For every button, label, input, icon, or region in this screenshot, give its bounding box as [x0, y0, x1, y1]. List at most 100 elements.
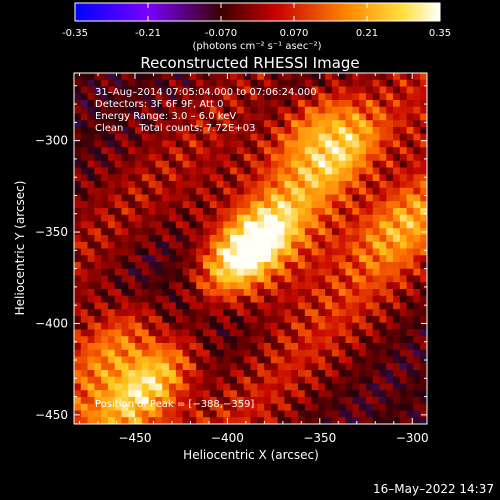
heatmap-cell — [80, 370, 89, 378]
heatmap-cell — [250, 133, 258, 142]
heatmap-cell — [406, 147, 415, 155]
heatmap-cell — [318, 93, 326, 101]
heatmap-cell — [250, 140, 258, 148]
heatmap-cell — [399, 147, 408, 155]
heatmap-cell — [230, 376, 238, 385]
heatmap-cell — [236, 241, 245, 250]
heatmap-cell — [331, 397, 340, 405]
heatmap-cell — [162, 397, 170, 405]
heatmap-cell — [121, 363, 129, 371]
heatmap-cell — [94, 160, 102, 169]
heatmap-cell — [169, 194, 177, 202]
heatmap-cell — [80, 208, 89, 216]
heatmap-cell — [420, 262, 427, 270]
heatmap-cell — [311, 349, 319, 358]
heatmap-cell — [270, 167, 279, 175]
heatmap-cell — [331, 93, 340, 101]
heatmap-cell — [74, 221, 82, 229]
heatmap-cell — [121, 349, 129, 358]
heatmap-cell — [257, 336, 265, 344]
heatmap-cell — [94, 100, 102, 108]
heatmap-cell — [413, 120, 421, 128]
heatmap-cell — [270, 93, 279, 101]
heatmap-cell — [216, 295, 224, 304]
heatmap-cell — [230, 127, 238, 135]
heatmap-cell — [304, 316, 313, 324]
heatmap-cell — [87, 79, 95, 88]
heatmap-cell — [196, 343, 204, 351]
heatmap-cell — [250, 316, 258, 324]
heatmap-cell — [311, 120, 319, 128]
heatmap-cell — [304, 214, 313, 223]
heatmap-cell — [406, 160, 415, 169]
heatmap-cell — [386, 120, 394, 128]
heatmap-cell — [338, 208, 347, 216]
heatmap-cell — [162, 262, 170, 270]
heatmap-cell — [74, 410, 82, 418]
heatmap-cell — [148, 208, 157, 216]
heatmap-cell — [87, 363, 95, 371]
heatmap-cell — [325, 140, 333, 148]
heatmap-cell — [311, 174, 319, 182]
heatmap-cell — [352, 154, 360, 162]
heatmap-cell — [141, 201, 150, 209]
heatmap-cell — [291, 356, 299, 364]
heatmap-cell — [196, 106, 204, 115]
heatmap-cell — [372, 214, 381, 223]
heatmap-cell — [277, 397, 286, 405]
heatmap-cell — [209, 349, 218, 358]
heatmap-cell — [236, 228, 245, 236]
heatmap-cell — [74, 343, 82, 351]
heatmap-cell — [155, 302, 163, 310]
heatmap-cell — [196, 289, 204, 297]
heatmap-cell — [386, 100, 394, 108]
heatmap-cell — [413, 343, 421, 351]
heatmap-cell — [365, 181, 374, 189]
heatmap-cell — [325, 160, 333, 169]
heatmap-cell — [352, 329, 360, 337]
heatmap-cell — [128, 140, 136, 148]
heatmap-cell — [386, 113, 394, 121]
heatmap-cell — [352, 390, 360, 398]
heatmap-cell — [74, 376, 82, 385]
heatmap-cell — [196, 113, 204, 121]
heatmap-cell — [101, 174, 109, 182]
heatmap-cell — [352, 140, 360, 148]
heatmap-cell — [365, 241, 374, 250]
heatmap-cell — [175, 316, 184, 324]
heatmap-cell — [331, 147, 340, 155]
heatmap-cell — [311, 208, 319, 216]
heatmap-cell — [236, 376, 245, 385]
heatmap-cell — [264, 302, 272, 310]
heatmap-cell — [135, 86, 143, 94]
heatmap-cell — [114, 228, 123, 236]
heatmap-cell — [359, 147, 367, 155]
heatmap-cell — [107, 289, 116, 297]
heatmap-cell — [243, 228, 252, 236]
heatmap-cell — [379, 383, 387, 391]
heatmap-cell — [270, 120, 279, 128]
heatmap-cell — [141, 343, 150, 351]
heatmap-cell — [182, 370, 191, 378]
heatmap-cell — [162, 390, 170, 398]
heatmap-cell — [291, 174, 299, 182]
heatmap-cell — [162, 174, 170, 182]
heatmap-cell — [270, 417, 279, 424]
heatmap-cell — [264, 120, 272, 128]
heatmap-cell — [182, 397, 191, 405]
heatmap-cell — [236, 106, 245, 115]
heatmap-cell — [420, 235, 427, 243]
heatmap-cell — [189, 221, 197, 229]
heatmap-cell — [94, 289, 102, 297]
heatmap-cell — [379, 140, 387, 148]
heatmap-cell — [114, 235, 123, 243]
heatmap-cell — [352, 275, 360, 283]
heatmap-cell — [114, 316, 123, 324]
heatmap-cell — [114, 221, 123, 229]
heatmap-cell — [264, 329, 272, 337]
heatmap-cell — [291, 214, 299, 223]
heatmap-cell — [243, 248, 252, 256]
heatmap-cell — [379, 376, 387, 385]
heatmap-cell — [94, 228, 102, 236]
heatmap-cell — [141, 329, 150, 337]
